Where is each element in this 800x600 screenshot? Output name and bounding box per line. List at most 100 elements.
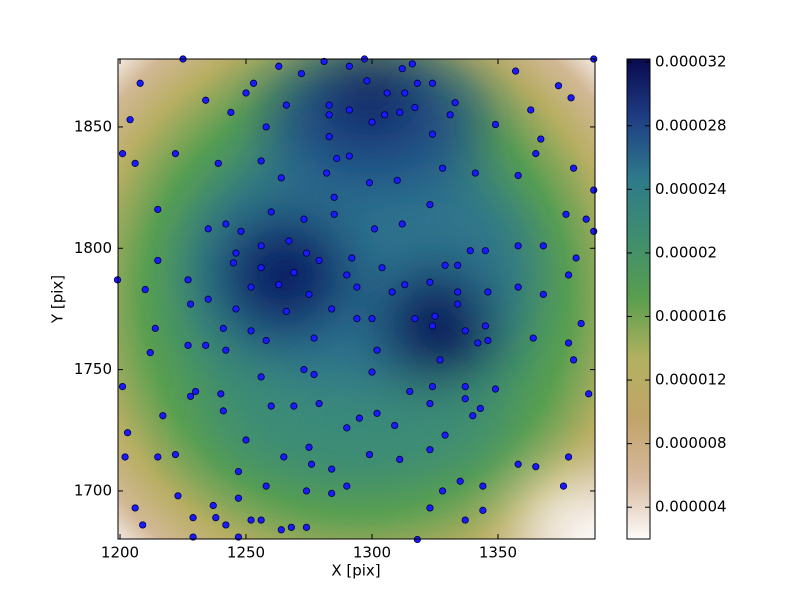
point [469,412,477,420]
point [186,392,195,400]
point [378,264,386,272]
point [368,118,376,126]
point [189,514,197,522]
point [280,453,288,461]
point [202,96,210,104]
point [383,89,391,97]
point [257,157,265,165]
point [227,108,235,116]
point [527,106,535,114]
point [222,346,230,354]
point [461,516,469,524]
point [315,399,323,408]
point [368,315,376,323]
point [123,429,132,437]
point [282,307,290,315]
point [277,526,285,534]
point [426,399,434,408]
point [476,404,484,413]
point [491,385,500,393]
point [398,65,406,73]
point [428,79,437,87]
point [113,276,122,284]
point [328,305,336,313]
point [380,111,389,119]
point [461,327,469,335]
point [479,506,487,514]
point [151,324,159,332]
point [564,339,573,347]
point [325,111,333,119]
point [118,150,127,158]
y-tick-label: 1800 [74,239,112,257]
point [330,210,338,218]
point [154,256,162,265]
colorbar [626,58,651,540]
point [388,288,396,296]
point [302,249,311,257]
point [300,215,308,223]
point [136,79,144,87]
point [426,504,434,512]
point [512,67,520,75]
y-tick-label: 1750 [74,360,112,378]
point [391,421,399,430]
point [118,383,127,391]
point [171,450,180,459]
point [232,249,240,257]
point [247,327,255,335]
point [204,225,212,233]
point [323,169,331,177]
point [131,159,139,167]
point [262,123,270,131]
point [426,446,434,454]
point [302,487,311,495]
point [184,276,192,284]
point [310,334,318,342]
point [436,356,444,364]
point [569,164,578,172]
point [461,383,469,391]
point [428,322,437,330]
point [154,205,162,214]
point [257,373,265,381]
colorbar-tick-label: 0.000028 [655,116,727,134]
point [204,295,212,303]
point [139,521,147,529]
point [343,271,351,279]
plot-frame [117,58,596,540]
point [247,516,255,524]
point [290,268,298,277]
point [514,171,522,180]
point [141,285,149,294]
point [275,281,283,289]
point [426,201,434,209]
point [325,101,333,109]
point [441,261,449,269]
point [401,281,409,289]
point [242,89,250,97]
point [454,300,462,308]
point [451,99,459,107]
point [219,324,227,332]
colorbar-tick-label: 0.000024 [655,180,727,198]
point [305,443,313,451]
x-tick-label: 1300 [353,544,391,562]
point [582,215,590,223]
point [219,407,227,415]
x-tick-label: 1200 [101,544,139,562]
point [320,57,328,66]
point [363,77,371,85]
point [343,424,351,432]
point [214,159,222,167]
colorbar-tick-label: 0.000012 [655,371,727,389]
point [290,402,298,410]
point [310,370,318,379]
point [564,453,573,461]
point [441,431,449,439]
point [590,227,598,235]
point [184,341,192,349]
point [267,402,275,410]
point [569,356,578,364]
